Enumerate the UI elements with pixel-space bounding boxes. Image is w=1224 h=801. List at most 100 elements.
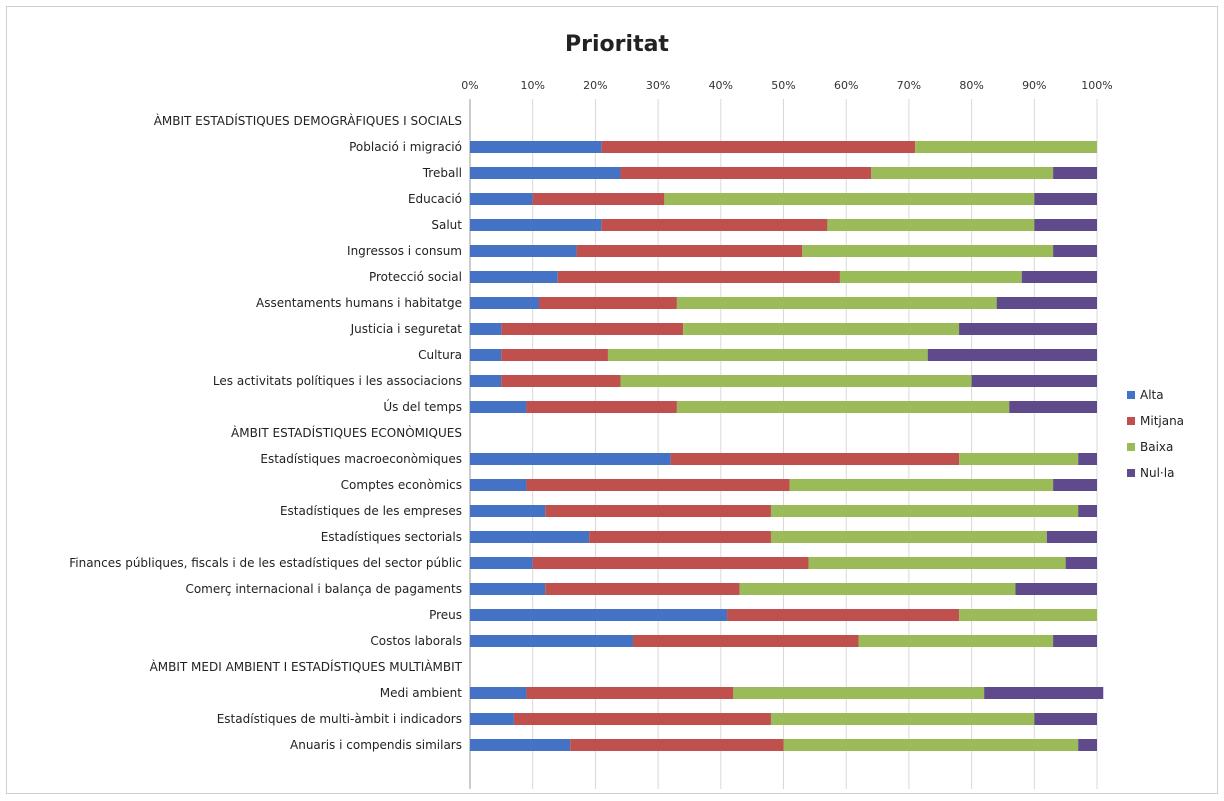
bar-segment-baixa [783, 739, 1079, 751]
bar-segment-nulla [1021, 271, 1097, 283]
bar-segment-baixa [607, 349, 928, 361]
bar-segment-baixa [858, 635, 1054, 647]
bar-segment-mitjana [601, 141, 916, 153]
bar-segment-nulla [1034, 193, 1097, 205]
chart-title: Prioritat [565, 32, 669, 57]
bar-segment-baixa [664, 193, 1035, 205]
x-tick-label: 30% [646, 79, 670, 92]
section-header-label: ÀMBIT ESTADÍSTIQUES ECONÒMIQUES [231, 425, 462, 440]
bar-segment-alta [470, 609, 728, 621]
category-label: Comptes econòmics [341, 478, 462, 492]
bar-segment-mitjana [601, 219, 828, 231]
bar-segment-mitjana [545, 583, 740, 595]
bar-segment-mitjana [538, 297, 677, 309]
bar-segment-alta [470, 297, 539, 309]
bar-segment-baixa [915, 141, 1097, 153]
legend-label: Nul·la [1140, 466, 1174, 480]
category-label: Ingressos i consum [347, 244, 462, 258]
bar-segment-mitjana [589, 531, 771, 543]
category-label: Cultura [418, 348, 462, 362]
category-label: Medi ambient [380, 686, 462, 700]
category-label: Comerç internacional i balança de pagame… [185, 582, 462, 596]
category-label: Preus [429, 608, 462, 622]
bars [470, 141, 1104, 751]
bar-segment-baixa [676, 401, 1010, 413]
x-tick-label: 40% [709, 79, 733, 92]
bar-segment-nulla [1015, 583, 1097, 595]
x-tick-label: 80% [959, 79, 983, 92]
bar-segment-alta [470, 557, 533, 569]
legend-swatch [1127, 417, 1135, 425]
x-tick-label: 70% [897, 79, 921, 92]
x-tick-label: 0% [461, 79, 478, 92]
bar-segment-mitjana [526, 687, 734, 699]
legend-swatch [1127, 469, 1135, 477]
bar-segment-nulla [1065, 557, 1097, 569]
bar-segment-mitjana [526, 479, 790, 491]
x-tick-label: 50% [771, 79, 795, 92]
bar-segment-alta [470, 245, 577, 257]
bar-segment-baixa [770, 713, 1035, 725]
category-label: Estadístiques macroeconòmiques [260, 452, 462, 466]
category-label: Les activitats polítiques i les associac… [213, 374, 462, 388]
bar-segment-nulla [1053, 245, 1097, 257]
x-axis-ticks: 0% 10% 20% 30% 40% 50% 60% 70% 80% 90% 100% [461, 79, 1112, 92]
bar-segment-mitjana [513, 713, 771, 725]
bar-segment-baixa [770, 531, 1047, 543]
bar-segment-mitjana [501, 349, 608, 361]
category-label: Ús del temps [383, 399, 462, 414]
bar-segment-nulla [996, 297, 1097, 309]
category-labels: ÀMBIT ESTADÍSTIQUES DEMOGRÀFIQUES I SOCI… [69, 113, 462, 752]
category-label: Estadístiques sectorials [321, 530, 462, 544]
bar-segment-nulla [1046, 531, 1097, 543]
section-header-label: ÀMBIT MEDI AMBIENT I ESTADÍSTIQUES MULTI… [150, 659, 463, 674]
bar-segment-mitjana [526, 401, 677, 413]
bar-segment-mitjana [576, 245, 803, 257]
chart-frame: Prioritat 0% 10% 20% 30% 40% 50% 60% 70% 80% 90% 1… [6, 6, 1218, 794]
bar-segment-mitjana [620, 167, 872, 179]
legend: Alta Mitjana Baixa Nul·la [1127, 388, 1184, 480]
chart-plot: Prioritat 0% 10% 20% 30% 40% 50% 60% 70% 80% 90% 1… [69, 32, 1184, 789]
bar-segment-baixa [683, 323, 960, 335]
bar-segment-nulla [1034, 219, 1097, 231]
category-label: Anuaris i compendis similars [290, 738, 462, 752]
bar-segment-baixa [733, 687, 985, 699]
x-tick-label: 100% [1081, 79, 1112, 92]
bar-segment-mitjana [532, 193, 665, 205]
bar-segment-mitjana [633, 635, 859, 647]
category-label: Protecció social [369, 270, 462, 284]
bar-segment-alta [470, 375, 502, 387]
bar-segment-mitjana [670, 453, 960, 465]
legend-label: Mitjana [1140, 414, 1184, 428]
category-label: Assentaments humans i habitatge [256, 296, 462, 310]
bar-segment-baixa [739, 583, 1016, 595]
bar-segment-nulla [1053, 635, 1097, 647]
bar-segment-mitjana [532, 557, 809, 569]
category-label: Justicia i seguretat [350, 322, 463, 336]
bar-segment-alta [470, 635, 634, 647]
bar-segment-nulla [1078, 505, 1097, 517]
bar-segment-baixa [676, 297, 997, 309]
bar-segment-alta [470, 687, 527, 699]
bar-segment-nulla [1078, 453, 1097, 465]
bar-segment-nulla [1078, 739, 1097, 751]
x-tick-label: 10% [520, 79, 544, 92]
category-label: Població i migració [349, 140, 462, 154]
bar-segment-nulla [1034, 713, 1097, 725]
bar-segment-nulla [959, 323, 1097, 335]
bar-segment-nulla [971, 375, 1097, 387]
bar-segment-mitjana [727, 609, 960, 621]
category-label: Treball [422, 166, 462, 180]
bar-segment-baixa [802, 245, 1054, 257]
bar-segment-alta [470, 323, 502, 335]
bar-segment-nulla [1053, 167, 1097, 179]
bar-segment-baixa [839, 271, 1022, 283]
bar-segment-mitjana [557, 271, 840, 283]
bar-segment-alta [470, 583, 546, 595]
legend-label: Baixa [1140, 440, 1173, 454]
section-header-label: ÀMBIT ESTADÍSTIQUES DEMOGRÀFIQUES I SOCI… [154, 113, 462, 128]
bar-segment-alta [470, 219, 602, 231]
bar-segment-alta [470, 739, 571, 751]
bar-segment-alta [470, 349, 502, 361]
bar-segment-alta [470, 271, 558, 283]
